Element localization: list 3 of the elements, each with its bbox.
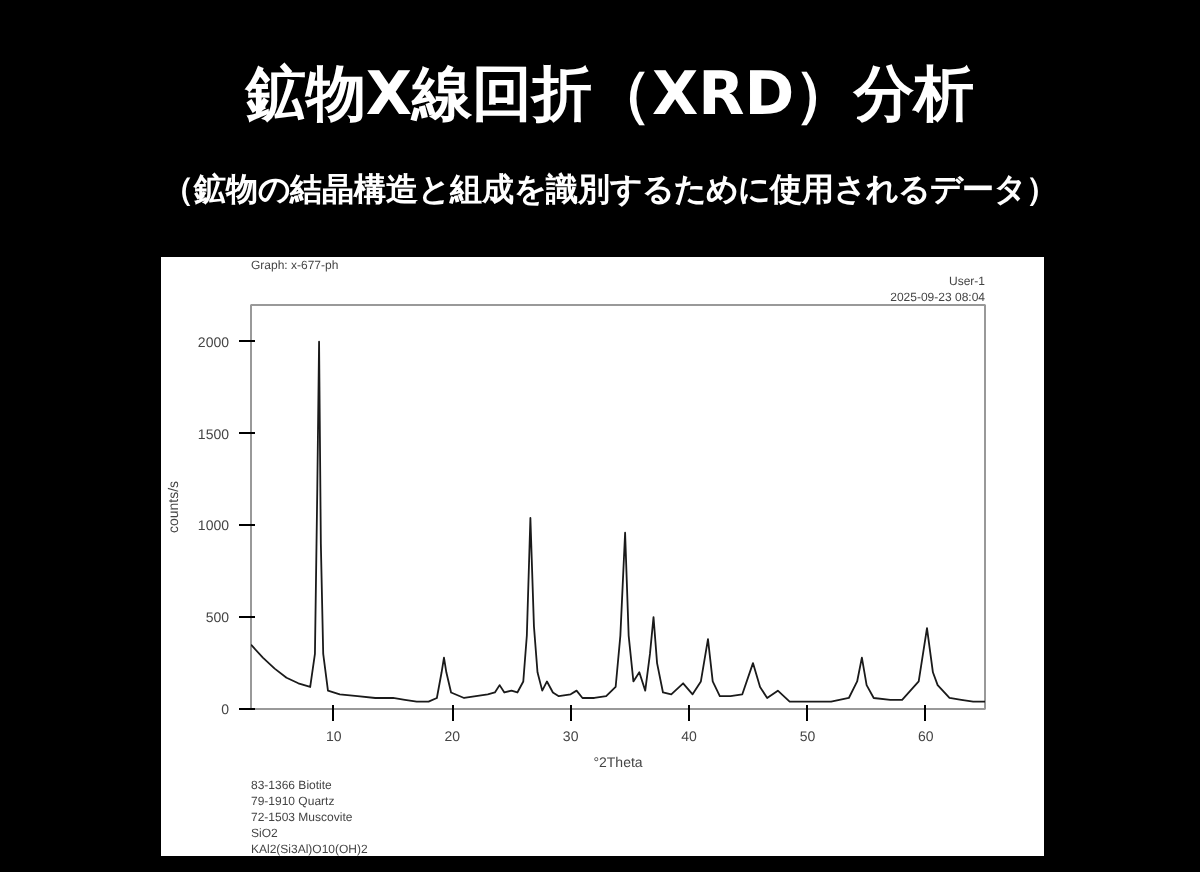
chart-title: 鉱物X線回折（XRD）分析 — [243, 58, 977, 134]
line-series — [251, 340, 985, 703]
chart-subtitle: （鉱物の結晶構造と組成を識別するために使用されるデータ） — [162, 167, 1058, 212]
